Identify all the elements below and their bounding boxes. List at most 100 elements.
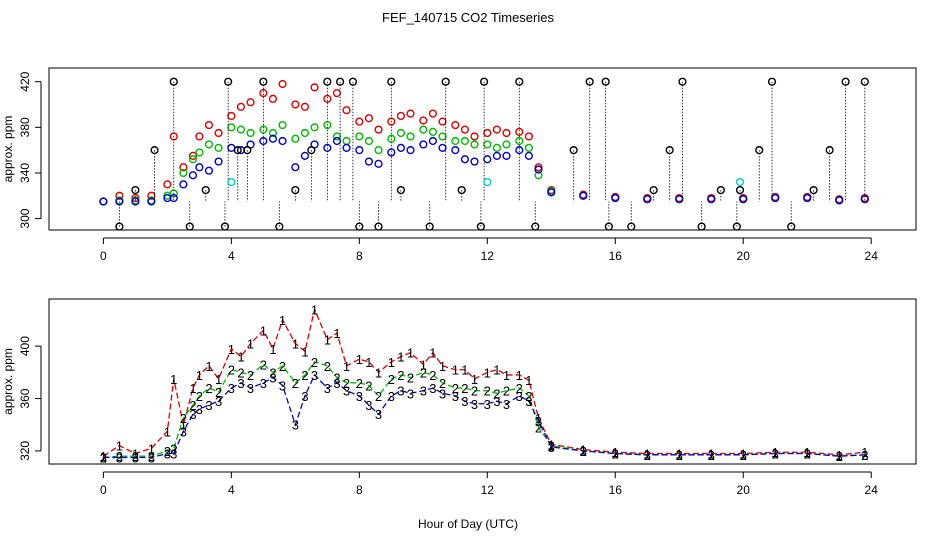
data-point-series-3: 3 xyxy=(452,389,459,404)
data-point-series-3 xyxy=(707,195,716,204)
data-point-series-1: 1 xyxy=(388,355,395,370)
data-point-series-2: 2 xyxy=(388,372,395,387)
data-point-series-1: 1 xyxy=(116,439,123,454)
data-point-series-3: 3 xyxy=(375,407,382,422)
data-point-series-3 xyxy=(179,180,188,189)
data-point-series-1: 1 xyxy=(612,445,619,460)
data-point-series-1: 1 xyxy=(365,355,372,370)
x-tick-label: 12 xyxy=(481,249,495,263)
data-point-series-3: 3 xyxy=(301,389,308,404)
data-point-series-1: 1 xyxy=(180,418,187,433)
data-point-series-1: 1 xyxy=(279,313,286,328)
x-axis-label: Hour of Day (UTC) xyxy=(418,517,518,531)
figure-title: FEF_140715 CO2 Timeseries xyxy=(382,10,554,25)
data-point-series-2 xyxy=(268,128,278,138)
data-point-series-spike xyxy=(678,77,687,86)
data-point-series-spike xyxy=(585,77,594,86)
data-point-series-3: 3 xyxy=(205,398,212,413)
data-point-series-1: 1 xyxy=(237,350,244,365)
data-point-series-1: 1 xyxy=(269,342,276,357)
data-point-series-3: 3 xyxy=(324,381,331,396)
data-point-series-3 xyxy=(524,151,533,160)
data-point-series-3 xyxy=(470,157,479,166)
data-point-series-3: 3 xyxy=(676,448,683,463)
y-axis-label: approx. ppm xyxy=(1,348,15,415)
data-point-series-2 xyxy=(236,125,246,134)
data-point-series-1: 1 xyxy=(311,302,318,317)
data-point-series-3: 3 xyxy=(461,394,468,409)
data-point-series-3: 3 xyxy=(356,389,363,404)
data-point-series-2 xyxy=(470,140,479,149)
data-point-series-3 xyxy=(342,143,351,152)
data-point-series-spike xyxy=(374,222,383,231)
data-point-series-2 xyxy=(342,136,351,146)
data-point-series-1 xyxy=(470,132,479,141)
data-point-series-2: 2 xyxy=(397,368,404,383)
data-point-series-1: 1 xyxy=(420,357,427,372)
data-point-series-2 xyxy=(374,146,383,155)
data-point-series-cyan xyxy=(483,177,492,187)
data-point-series-spike xyxy=(150,146,159,155)
data-point-series-1 xyxy=(323,94,332,103)
data-point-series-3 xyxy=(204,166,214,175)
data-point-series-3 xyxy=(364,157,374,166)
data-point-series-2: 2 xyxy=(493,386,500,401)
data-point-series-spike xyxy=(767,77,777,86)
data-point-series-2 xyxy=(355,132,364,141)
data-point-series-3 xyxy=(291,163,300,172)
data-point-series-1: 1 xyxy=(836,448,843,463)
data-point-series-spike xyxy=(601,77,610,86)
data-point-series-1: 1 xyxy=(503,368,510,383)
data-point-series-3: 3 xyxy=(493,394,500,409)
data-point-series-2 xyxy=(214,143,223,152)
data-point-series-1: 1 xyxy=(100,449,107,464)
data-point-series-1 xyxy=(419,116,428,125)
data-point-series-2: 2 xyxy=(365,378,372,393)
data-point-series-3: 3 xyxy=(311,368,318,383)
data-point-series-2: 2 xyxy=(461,381,468,396)
data-point-series-spike xyxy=(396,185,406,195)
data-point-series-2: 2 xyxy=(189,398,196,413)
data-point-series-1: 1 xyxy=(493,363,500,378)
data-point-series-3: 3 xyxy=(644,448,651,463)
data-point-series-1 xyxy=(396,111,406,121)
data-point-series-1: 1 xyxy=(708,447,715,462)
data-point-series-cyan xyxy=(227,177,236,187)
data-point-series-3 xyxy=(451,146,460,155)
x-tick-label: 16 xyxy=(609,483,623,497)
data-point-series-1: 1 xyxy=(132,447,139,462)
data-point-series-2 xyxy=(195,148,204,157)
data-point-series-2: 2 xyxy=(116,449,123,464)
data-point-series-1: 1 xyxy=(471,372,478,387)
data-point-series-3 xyxy=(492,151,501,160)
data-point-series-2: 2 xyxy=(215,385,222,400)
data-point-series-3: 3 xyxy=(228,381,235,396)
y-axis-label: approx. ppm xyxy=(1,116,15,183)
data-point-series-2 xyxy=(204,140,214,149)
data-point-series-spike xyxy=(169,77,178,86)
data-point-series-3: 3 xyxy=(503,397,510,412)
data-point-series-1: 1 xyxy=(324,333,331,348)
data-point-series-3: 3 xyxy=(420,384,427,399)
data-point-series-3: 3 xyxy=(343,384,350,399)
data-point-series-spike xyxy=(531,222,540,231)
data-point-series-2 xyxy=(524,143,533,152)
data-point-series-2 xyxy=(515,136,524,146)
data-point-series-spike xyxy=(604,222,613,231)
plot-frame xyxy=(48,67,917,231)
data-point-series-1 xyxy=(204,120,214,130)
data-point-series-3: 3 xyxy=(429,381,436,396)
data-point-series-3 xyxy=(355,146,364,155)
data-point-series-2: 2 xyxy=(356,376,363,391)
data-point-series-3: 3 xyxy=(292,418,299,433)
data-point-series-1: 1 xyxy=(292,337,299,352)
data-point-series-3 xyxy=(460,155,470,164)
data-point-series-1: 1 xyxy=(580,443,587,458)
data-point-series-1 xyxy=(163,180,172,189)
data-point-series-spike xyxy=(627,222,636,231)
data-point-series-spike xyxy=(809,185,818,195)
plot-frame xyxy=(48,298,917,465)
data-point-series-spike xyxy=(735,185,745,195)
data-point-series-1 xyxy=(451,120,460,130)
data-point-series-1 xyxy=(364,114,374,123)
